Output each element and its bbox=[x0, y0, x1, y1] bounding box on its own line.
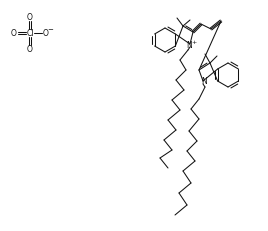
Text: Cl: Cl bbox=[26, 28, 34, 37]
Text: O: O bbox=[43, 28, 49, 37]
Text: O: O bbox=[27, 45, 33, 54]
Text: N: N bbox=[201, 77, 207, 86]
Text: N: N bbox=[186, 40, 192, 49]
Text: +: + bbox=[191, 40, 197, 46]
Text: −: − bbox=[47, 27, 53, 33]
Text: O: O bbox=[27, 12, 33, 21]
Text: O: O bbox=[11, 28, 17, 37]
